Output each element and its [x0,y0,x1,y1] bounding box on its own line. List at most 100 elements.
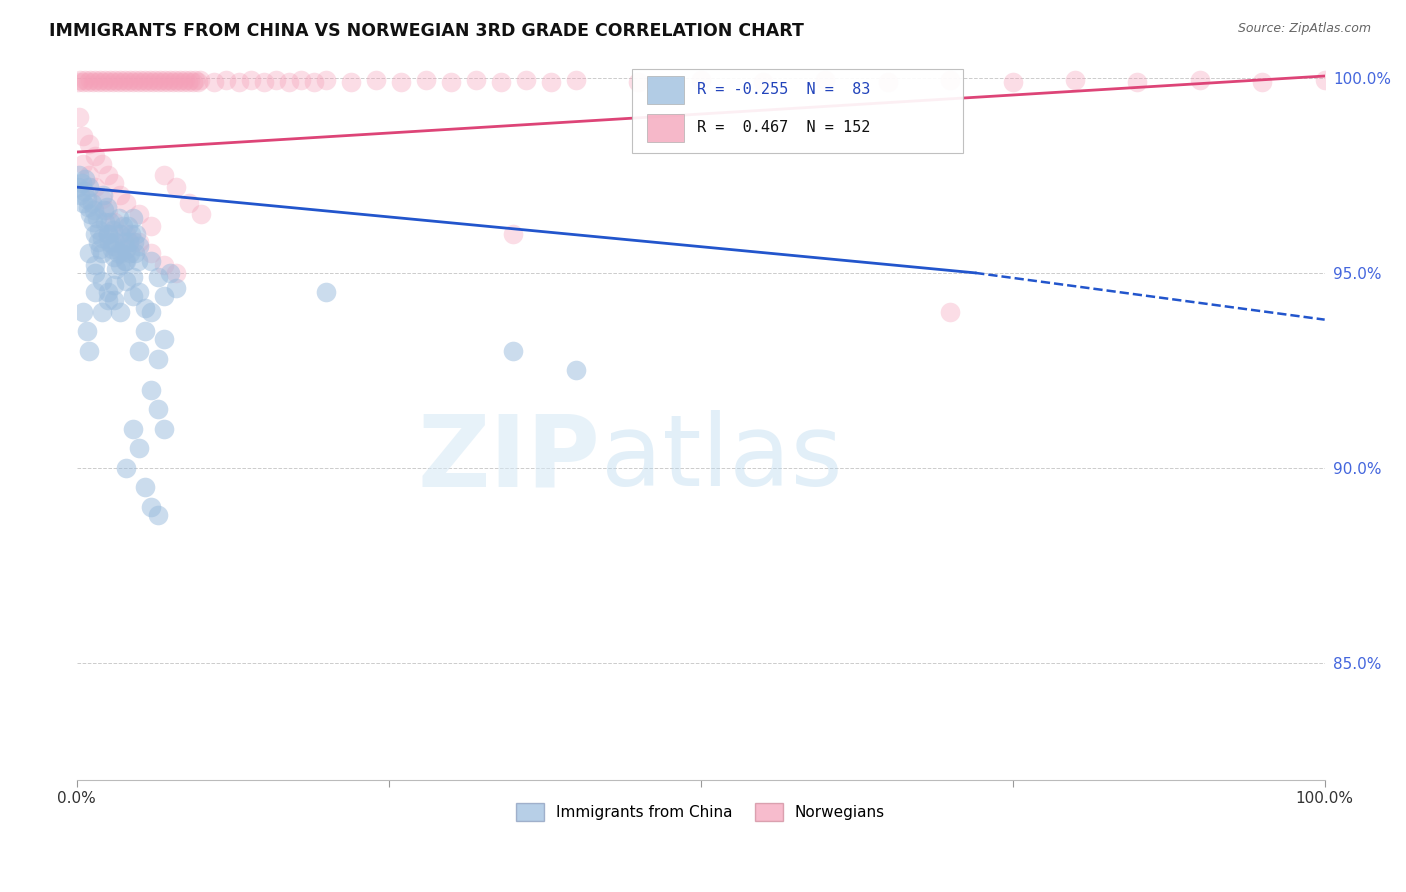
Point [97,227,120,241]
Point [97,169,120,183]
Point [190,207,212,221]
Point [302,75,325,89]
Point [165,266,187,280]
Point [110,258,132,272]
Point [82,215,104,229]
Text: R =  0.467  N = 152: R = 0.467 N = 152 [697,120,870,135]
Point [96,200,118,214]
Point [84,227,107,241]
Point [364,73,387,87]
Point [82,75,104,89]
Point [153,332,176,346]
Text: ZIP: ZIP [418,410,600,508]
Point [115,243,138,257]
Point [69,188,91,202]
Point [187,75,209,89]
Point [162,75,184,89]
Point [876,75,898,89]
Point [165,281,187,295]
Point [146,269,169,284]
Point [128,442,150,456]
Point [179,73,201,87]
Point [77,343,100,358]
Point [117,219,139,233]
Point [165,180,187,194]
Point [689,73,711,87]
Point [77,246,100,260]
Point [1126,75,1149,89]
Point [121,289,143,303]
Point [115,274,138,288]
Point [1001,75,1024,89]
Point [121,422,143,436]
Point [134,301,156,315]
Point [240,73,263,87]
Point [101,223,124,237]
Point [415,73,437,87]
Point [115,195,138,210]
Point [146,75,169,89]
Point [565,363,588,377]
Point [166,75,188,89]
Point [97,293,120,307]
Point [100,243,122,257]
FancyBboxPatch shape [647,76,685,103]
Point [939,73,962,87]
Point [111,75,134,89]
Point [98,235,121,249]
Point [80,195,103,210]
Point [76,192,98,206]
Point [93,203,115,218]
Point [84,180,107,194]
Point [143,73,166,87]
FancyBboxPatch shape [631,69,963,153]
Point [136,75,159,89]
Point [72,195,94,210]
Point [156,75,179,89]
Point [389,75,412,89]
Point [153,169,176,183]
Point [169,73,191,87]
FancyBboxPatch shape [647,114,685,142]
Point [77,137,100,152]
Point [177,195,200,210]
Point [84,285,107,300]
Point [627,75,650,89]
Point [176,75,198,89]
Point [72,305,94,319]
Point [111,219,134,233]
Point [118,235,141,249]
Point [290,73,312,87]
Point [79,73,101,87]
Point [540,75,562,89]
Point [141,254,163,268]
Point [142,75,165,89]
Point [87,235,110,249]
Point [76,200,98,214]
Point [103,215,125,229]
Point [277,75,299,89]
Point [315,73,337,87]
Point [124,246,146,260]
Point [228,75,250,89]
Point [340,75,363,89]
Point [1251,75,1274,89]
Point [121,269,143,284]
Point [129,73,152,87]
Point [72,75,94,89]
Point [1313,73,1336,87]
Point [146,351,169,366]
Point [67,110,90,124]
Text: IMMIGRANTS FROM CHINA VS NORWEGIAN 3RD GRADE CORRELATION CHART: IMMIGRANTS FROM CHINA VS NORWEGIAN 3RD G… [49,22,804,40]
Point [90,305,112,319]
Point [127,75,149,89]
Point [103,293,125,307]
Point [134,480,156,494]
Point [128,285,150,300]
Point [115,227,138,241]
Point [134,324,156,338]
Point [153,258,176,272]
Point [440,75,463,89]
Text: Source: ZipAtlas.com: Source: ZipAtlas.com [1237,22,1371,36]
Point [120,73,142,87]
